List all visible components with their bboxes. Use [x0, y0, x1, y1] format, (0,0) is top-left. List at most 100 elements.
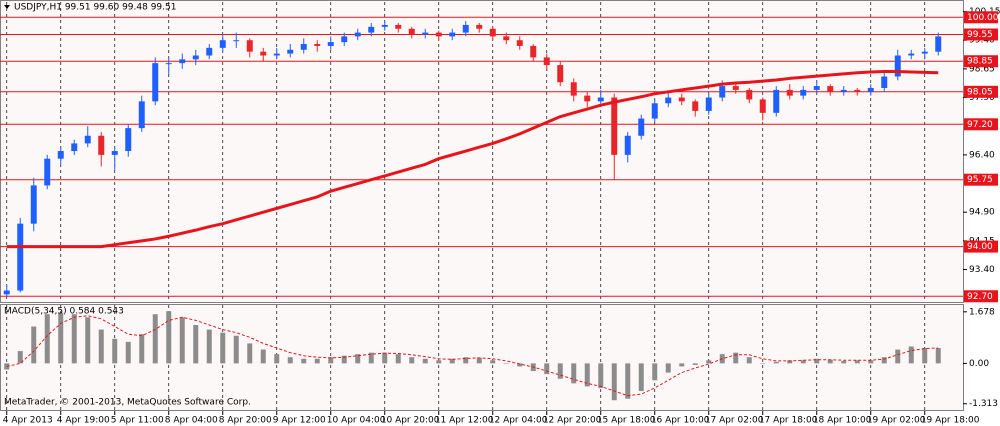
- macd-bar: [314, 358, 320, 364]
- candle-body: [84, 135, 91, 144]
- macd-bar: [449, 358, 455, 364]
- macd-bar: [328, 357, 334, 364]
- macd-title: MACD(5,34,5) 0.584 0.543: [4, 307, 124, 317]
- marks: [3, 21, 942, 401]
- candle-body: [57, 151, 64, 159]
- level-label: 94.00: [967, 242, 993, 252]
- candle-body: [813, 86, 820, 90]
- candle-body: [651, 103, 658, 119]
- candle-body: [422, 32, 429, 35]
- candle-body: [17, 223, 24, 291]
- x-tick-label: 16 Apr 10:00: [651, 416, 710, 426]
- x-tick-label: 19 Apr 02:00: [867, 416, 926, 426]
- chart-title: USDJPY,H1 99.51 99.60 99.48 99.51: [14, 3, 176, 13]
- macd-bar: [665, 363, 671, 373]
- price-panel: [0, 0, 964, 303]
- candle-body: [827, 86, 834, 92]
- macd-bar: [652, 363, 658, 381]
- x-tick-label: 5 Apr 11:00: [111, 416, 164, 426]
- macd-bar: [58, 312, 64, 364]
- level-tag: [964, 290, 998, 303]
- x-tick-label: 10 Apr 04:00: [327, 416, 386, 426]
- candle-body: [489, 28, 496, 37]
- macd-bar: [571, 363, 577, 384]
- macd-bar: [868, 360, 874, 364]
- level-label: 95.75: [967, 175, 993, 185]
- candle-body: [584, 95, 591, 102]
- macd-bar: [908, 346, 914, 364]
- macd-bar: [679, 363, 685, 367]
- candle-body: [30, 185, 37, 224]
- level-tag: [964, 85, 998, 98]
- x-tick-label: 10 Apr 20:00: [381, 416, 440, 426]
- macd-bar: [152, 314, 158, 364]
- candle-body: [341, 36, 348, 43]
- level-label: 99.55: [967, 30, 993, 40]
- candle-body: [125, 128, 132, 152]
- candle-body: [597, 97, 604, 102]
- candle-body: [138, 101, 145, 129]
- macd-bar: [773, 361, 779, 364]
- macd-bar: [584, 363, 590, 387]
- candle-body: [179, 59, 186, 64]
- macd-bar: [395, 354, 401, 364]
- macd-bar: [598, 363, 604, 388]
- macd-bar: [287, 357, 293, 364]
- level-tag: [964, 28, 998, 41]
- level-tag: [964, 173, 998, 186]
- macd-bar: [841, 360, 847, 364]
- macd-bar: [220, 332, 226, 364]
- macd-bar: [247, 343, 253, 364]
- macd-bar: [544, 363, 550, 375]
- candle-body: [273, 53, 280, 56]
- candle-body: [786, 89, 793, 96]
- candle-body: [246, 40, 253, 52]
- candle-body: [408, 28, 415, 35]
- level-tag: [964, 11, 998, 24]
- y-tick-label: 98.65: [969, 64, 995, 74]
- macd-bar: [854, 360, 860, 364]
- x-tick-label: 18 Apr 10:00: [813, 416, 872, 426]
- macd-bar: [436, 360, 442, 364]
- candle-body: [260, 51, 267, 56]
- candle-body: [692, 101, 699, 111]
- y-tick-label: 97.90: [969, 93, 995, 103]
- candle-body: [570, 82, 577, 96]
- macd-bar: [179, 317, 185, 364]
- macd-bar: [638, 363, 644, 392]
- macd-bar: [490, 360, 496, 364]
- candle-body: [165, 63, 172, 65]
- macd-bar: [85, 317, 91, 364]
- candle-body: [3, 290, 10, 295]
- level-label: 92.70: [967, 292, 993, 302]
- macd-bar: [503, 363, 509, 364]
- level-tag: [964, 55, 998, 68]
- x-tick-label: 19 Apr 18:00: [921, 416, 980, 426]
- macd-bar: [422, 358, 428, 364]
- candle-body: [327, 42, 334, 46]
- candle-body: [624, 135, 631, 155]
- macd-bar: [746, 357, 752, 364]
- candle-body: [152, 63, 159, 102]
- macd-bar: [760, 363, 766, 364]
- macd-bar: [125, 341, 131, 364]
- macd-bar: [409, 357, 415, 364]
- candle-body: [894, 55, 901, 77]
- candle-body: [867, 87, 874, 92]
- macd-bar: [112, 338, 118, 364]
- macd-bar: [206, 329, 212, 364]
- macd-bar: [733, 352, 739, 364]
- x-tick-label: 4 Apr 2013: [3, 416, 53, 426]
- menu-arrow: [4, 5, 10, 9]
- labels: 4 Apr 2013 4 Apr 19:00 5 Apr 11:00 8 Apr 04…: [3, 7, 1000, 425]
- candle-body: [233, 40, 240, 42]
- candle-body: [206, 47, 213, 56]
- candle-body: [800, 89, 807, 96]
- macd-panel: [0, 304, 964, 411]
- candle-body: [314, 44, 321, 46]
- macd-y-tick-label: -1.313: [969, 399, 998, 409]
- x-tick-label: 4 Apr 19:00: [57, 416, 110, 426]
- candle-body: [368, 26, 375, 33]
- y-tick-label: 96.40: [969, 150, 995, 160]
